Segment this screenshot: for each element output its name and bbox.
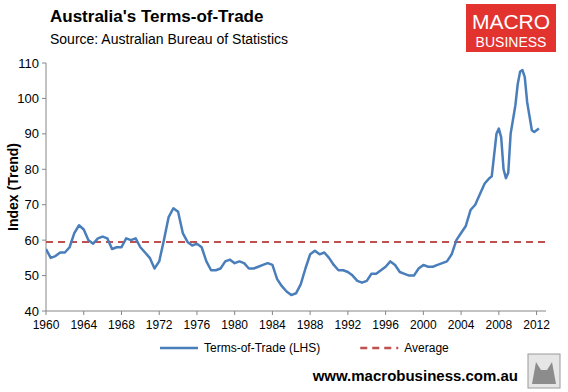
logo-text: MACRO [472,10,550,33]
legend-label: Terms-of-Trade (LHS) [204,341,320,355]
x-tick-label: 1984 [259,318,286,332]
y-tick [42,311,46,312]
y-tick-label: 80 [25,162,39,177]
logo-text: BUSINESS [476,34,547,50]
x-tick-label: 1976 [184,318,211,332]
y-tick [42,98,46,99]
y-tick-label: 90 [25,126,39,141]
subtitle: Source: Australian Bureau of Statistics [50,31,288,47]
x-tick-label: 1988 [297,318,324,332]
x-tick [46,311,47,315]
x-tick [159,311,160,315]
x-tick [423,311,424,315]
y-tick [42,240,46,241]
series-line [46,70,539,295]
chart: Australia's Terms-of-Trade Source: Austra… [0,0,568,392]
y-tick [42,275,46,276]
y-tick-label: 70 [25,197,39,212]
y-axis-label: Index (Trend) [5,143,21,231]
title: Australia's Terms-of-Trade [50,7,263,26]
x-tick [121,311,122,315]
x-tick-label: 2008 [485,318,512,332]
logo-box [466,4,556,52]
legend-label: Average [404,341,449,355]
x-tick-label: 1968 [108,318,135,332]
x-tick [347,311,348,315]
plot-area [46,70,546,295]
y-axis-line [46,63,47,311]
y-tick [42,63,46,64]
x-tick [461,311,462,315]
x-tick-label: 1964 [70,318,97,332]
legend-swatch [160,347,198,350]
x-tick-label: 2012 [523,318,550,332]
x-tick-label: 2000 [410,318,437,332]
footer: www.macrobusiness.com.au [312,367,518,384]
x-tick [83,311,84,315]
x-tick [536,311,537,315]
y-tick-label: 100 [17,91,39,106]
y-tick-label: 40 [25,304,39,319]
legend-swatch [360,347,398,350]
x-tick [385,311,386,315]
x-tick-label: 1996 [372,318,399,332]
x-tick [272,311,273,315]
x-tick [498,311,499,315]
x-tick-label: 1972 [146,318,173,332]
y-tick-label: 50 [25,268,39,283]
x-tick-label: 2004 [448,318,475,332]
y-tick-label: 110 [18,56,39,71]
x-tick-label: 1960 [33,318,60,332]
x-tick [196,311,197,315]
x-tick-label: 1980 [221,318,248,332]
average-line [46,241,546,243]
y-tick [42,133,46,134]
x-tick [234,311,235,315]
x-tick-label: 1992 [335,318,362,332]
y-tick-label: 60 [25,233,39,248]
wolf-icon [528,354,560,388]
y-tick [42,169,46,170]
y-tick [42,204,46,205]
wolf-icon-shape [532,362,556,384]
x-tick [310,311,311,315]
